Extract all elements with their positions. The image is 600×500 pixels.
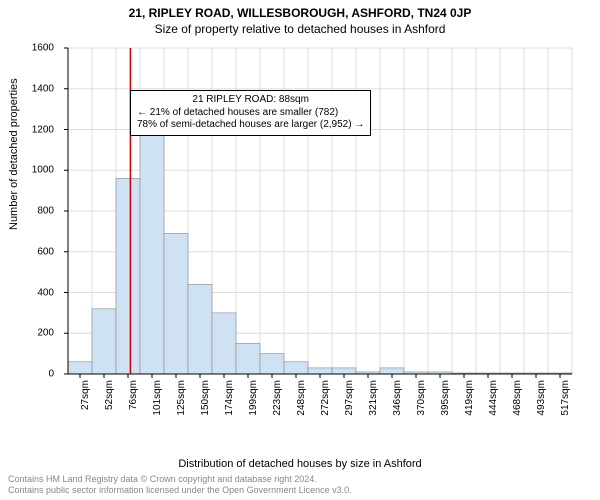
x-tick-label: 150sqm bbox=[200, 380, 211, 430]
x-tick-label: 493sqm bbox=[536, 380, 547, 430]
y-tick-label: 600 bbox=[20, 246, 54, 257]
x-tick-label: 395sqm bbox=[440, 380, 451, 430]
annotation-line2: ← 21% of detached houses are smaller (78… bbox=[137, 107, 364, 120]
page-title-address: 21, RIPLEY ROAD, WILLESBOROUGH, ASHFORD,… bbox=[0, 0, 600, 20]
x-tick-label: 272sqm bbox=[320, 380, 331, 430]
y-tick-label: 1000 bbox=[20, 165, 54, 176]
x-tick-label: 346sqm bbox=[392, 380, 403, 430]
y-tick-label: 800 bbox=[20, 206, 54, 217]
x-tick-label: 248sqm bbox=[296, 380, 307, 430]
y-tick-label: 400 bbox=[20, 287, 54, 298]
footer-line2: Contains public sector information licen… bbox=[8, 485, 352, 496]
x-tick-label: 321sqm bbox=[368, 380, 379, 430]
footer-line1: Contains HM Land Registry data © Crown c… bbox=[8, 474, 352, 485]
page-subtitle: Size of property relative to detached ho… bbox=[0, 20, 600, 36]
y-tick-label: 1600 bbox=[20, 43, 54, 54]
x-tick-label: 174sqm bbox=[224, 380, 235, 430]
x-tick-label: 419sqm bbox=[464, 380, 475, 430]
x-tick-label: 199sqm bbox=[248, 380, 259, 430]
chart-area: 21 RIPLEY ROAD: 88sqm ← 21% of detached … bbox=[60, 44, 580, 424]
x-tick-label: 27sqm bbox=[80, 380, 91, 430]
y-tick-label: 0 bbox=[20, 369, 54, 380]
x-tick-label: 468sqm bbox=[512, 380, 523, 430]
x-tick-label: 76sqm bbox=[128, 380, 139, 430]
x-tick-label: 297sqm bbox=[344, 380, 355, 430]
y-tick-label: 1400 bbox=[20, 83, 54, 94]
x-tick-label: 101sqm bbox=[152, 380, 163, 430]
x-tick-label: 125sqm bbox=[176, 380, 187, 430]
footer-attribution: Contains HM Land Registry data © Crown c… bbox=[8, 474, 352, 496]
x-tick-label: 223sqm bbox=[272, 380, 283, 430]
annotation-line1: 21 RIPLEY ROAD: 88sqm bbox=[137, 94, 364, 107]
y-axis-label: Number of detached properties bbox=[8, 78, 20, 230]
annotation-box: 21 RIPLEY ROAD: 88sqm ← 21% of detached … bbox=[130, 90, 371, 136]
annotation-line3: 78% of semi-detached houses are larger (… bbox=[137, 119, 364, 132]
x-tick-label: 517sqm bbox=[560, 380, 571, 430]
y-tick-label: 1200 bbox=[20, 124, 54, 135]
x-tick-label: 52sqm bbox=[104, 380, 115, 430]
x-axis-label: Distribution of detached houses by size … bbox=[0, 458, 600, 470]
x-tick-label: 370sqm bbox=[416, 380, 427, 430]
x-tick-label: 444sqm bbox=[488, 380, 499, 430]
y-tick-label: 200 bbox=[20, 328, 54, 339]
